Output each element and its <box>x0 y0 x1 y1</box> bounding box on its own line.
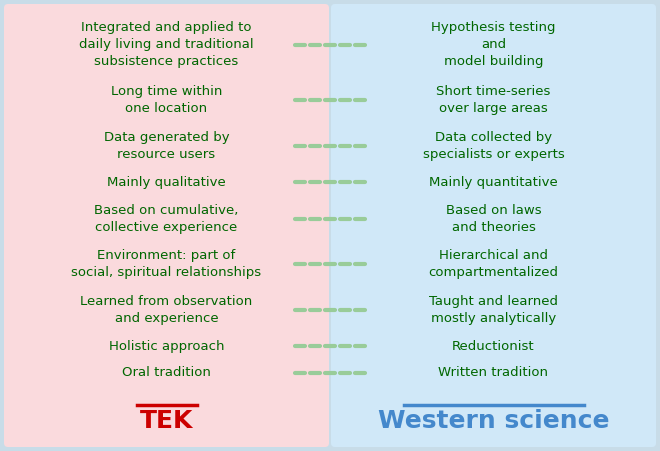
Text: Learned from observation
and experience: Learned from observation and experience <box>81 295 253 325</box>
Text: Taught and learned
mostly analytically: Taught and learned mostly analytically <box>429 295 558 325</box>
Text: Written tradition: Written tradition <box>438 366 548 379</box>
Text: Environment: part of
social, spiritual relationships: Environment: part of social, spiritual r… <box>71 249 261 280</box>
Text: Oral tradition: Oral tradition <box>122 366 211 379</box>
Text: TEK: TEK <box>140 409 193 433</box>
Text: Short time-series
over large areas: Short time-series over large areas <box>436 85 550 115</box>
Text: Data generated by
resource users: Data generated by resource users <box>104 131 229 161</box>
Text: Hierarchical and
compartmentalized: Hierarchical and compartmentalized <box>428 249 558 280</box>
Text: Mainly quantitative: Mainly quantitative <box>429 176 558 189</box>
Text: Based on cumulative,
collective experience: Based on cumulative, collective experien… <box>94 203 239 234</box>
Text: Integrated and applied to
daily living and traditional
subsistence practices: Integrated and applied to daily living a… <box>79 21 254 68</box>
Text: Reductionist: Reductionist <box>452 340 535 353</box>
Text: Western science: Western science <box>378 409 609 433</box>
Text: Long time within
one location: Long time within one location <box>111 85 222 115</box>
Text: Hypothesis testing
and
model building: Hypothesis testing and model building <box>431 21 556 68</box>
FancyBboxPatch shape <box>4 4 329 447</box>
Text: Data collected by
specialists or experts: Data collected by specialists or experts <box>422 131 564 161</box>
Text: Based on laws
and theories: Based on laws and theories <box>446 203 541 234</box>
Text: Holistic approach: Holistic approach <box>109 340 224 353</box>
Text: Mainly qualitative: Mainly qualitative <box>107 176 226 189</box>
FancyBboxPatch shape <box>331 4 656 447</box>
